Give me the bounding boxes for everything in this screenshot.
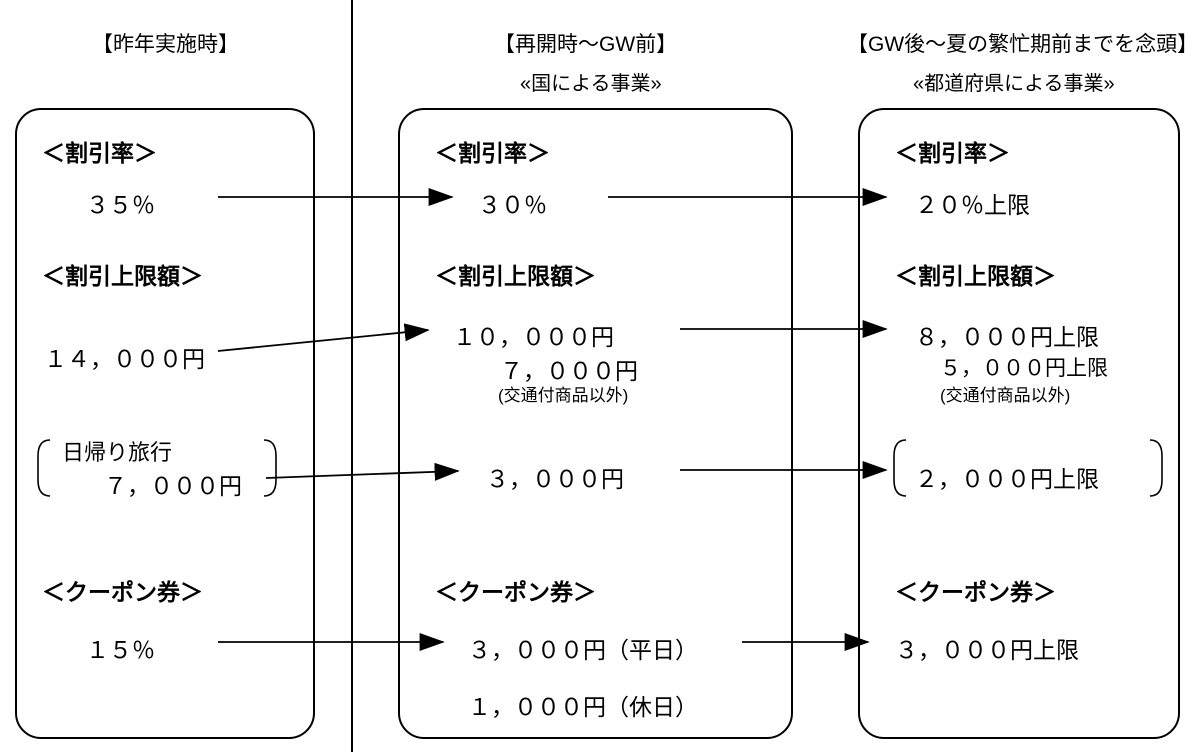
col2-daytrip-value: ３，０００円 [486, 460, 624, 494]
diagram-stage: { "layout": { "width": 1200, "height": 7… [0, 0, 1200, 752]
col2-discount-label: ＜割引率＞ [435, 134, 550, 168]
col1-coupon-label: ＜クーポン券＞ [42, 573, 203, 607]
col3-header: 【GW後～夏の繁忙期前までを念頭】 [847, 28, 1198, 58]
col2-coupon-label: ＜クーポン券＞ [435, 573, 596, 607]
col1-cap-label: ＜割引上限額＞ [42, 257, 203, 291]
col2-cap-note: (交通付商品以外) [498, 381, 628, 406]
col2-cap-value1: １０，０００円 [453, 318, 614, 352]
col2-discount-value: ３０％ [478, 186, 547, 220]
col3-cap-note: (交通付商品以外) [940, 381, 1070, 406]
col1-header: 【昨年実施時】 [92, 28, 239, 58]
col3-discount-label: ＜割引率＞ [895, 134, 1010, 168]
col3-daytrip-value: ２，０００円上限 [915, 460, 1099, 494]
col1-coupon-value1: １５％ [86, 631, 155, 665]
col3-coupon-label: ＜クーポン券＞ [895, 573, 1056, 607]
col1-daytrip-label: 日帰り旅行 [62, 435, 172, 467]
col1-discount-value: ３５％ [86, 186, 155, 220]
col2-subheader: «国による事業» [520, 67, 662, 96]
col1-panel [15, 108, 315, 739]
col2-cap-label: ＜割引上限額＞ [435, 257, 596, 291]
col3-cap-value2: ５，０００円上限 [940, 352, 1108, 382]
col3-cap-value1: ８，０００円上限 [915, 318, 1099, 352]
col3-discount-value: ２０％上限 [915, 186, 1030, 220]
col2-coupon-value2: １，０００円（休日） [468, 688, 698, 722]
col2-coupon-value1: ３，０００円（平日） [468, 631, 698, 665]
col3-coupon-value1: ３，０００円上限 [895, 631, 1079, 665]
col1-cap-value1: １４，０００円 [44, 340, 205, 374]
col3-cap-label: ＜割引上限額＞ [895, 257, 1056, 291]
col2-header: 【再開時～GW前】 [494, 28, 677, 58]
col3-subheader: «都道府県による事業» [913, 67, 1115, 96]
col1-daytrip-value: ７，０００円 [104, 467, 242, 501]
col1-discount-label: ＜割引率＞ [42, 134, 157, 168]
